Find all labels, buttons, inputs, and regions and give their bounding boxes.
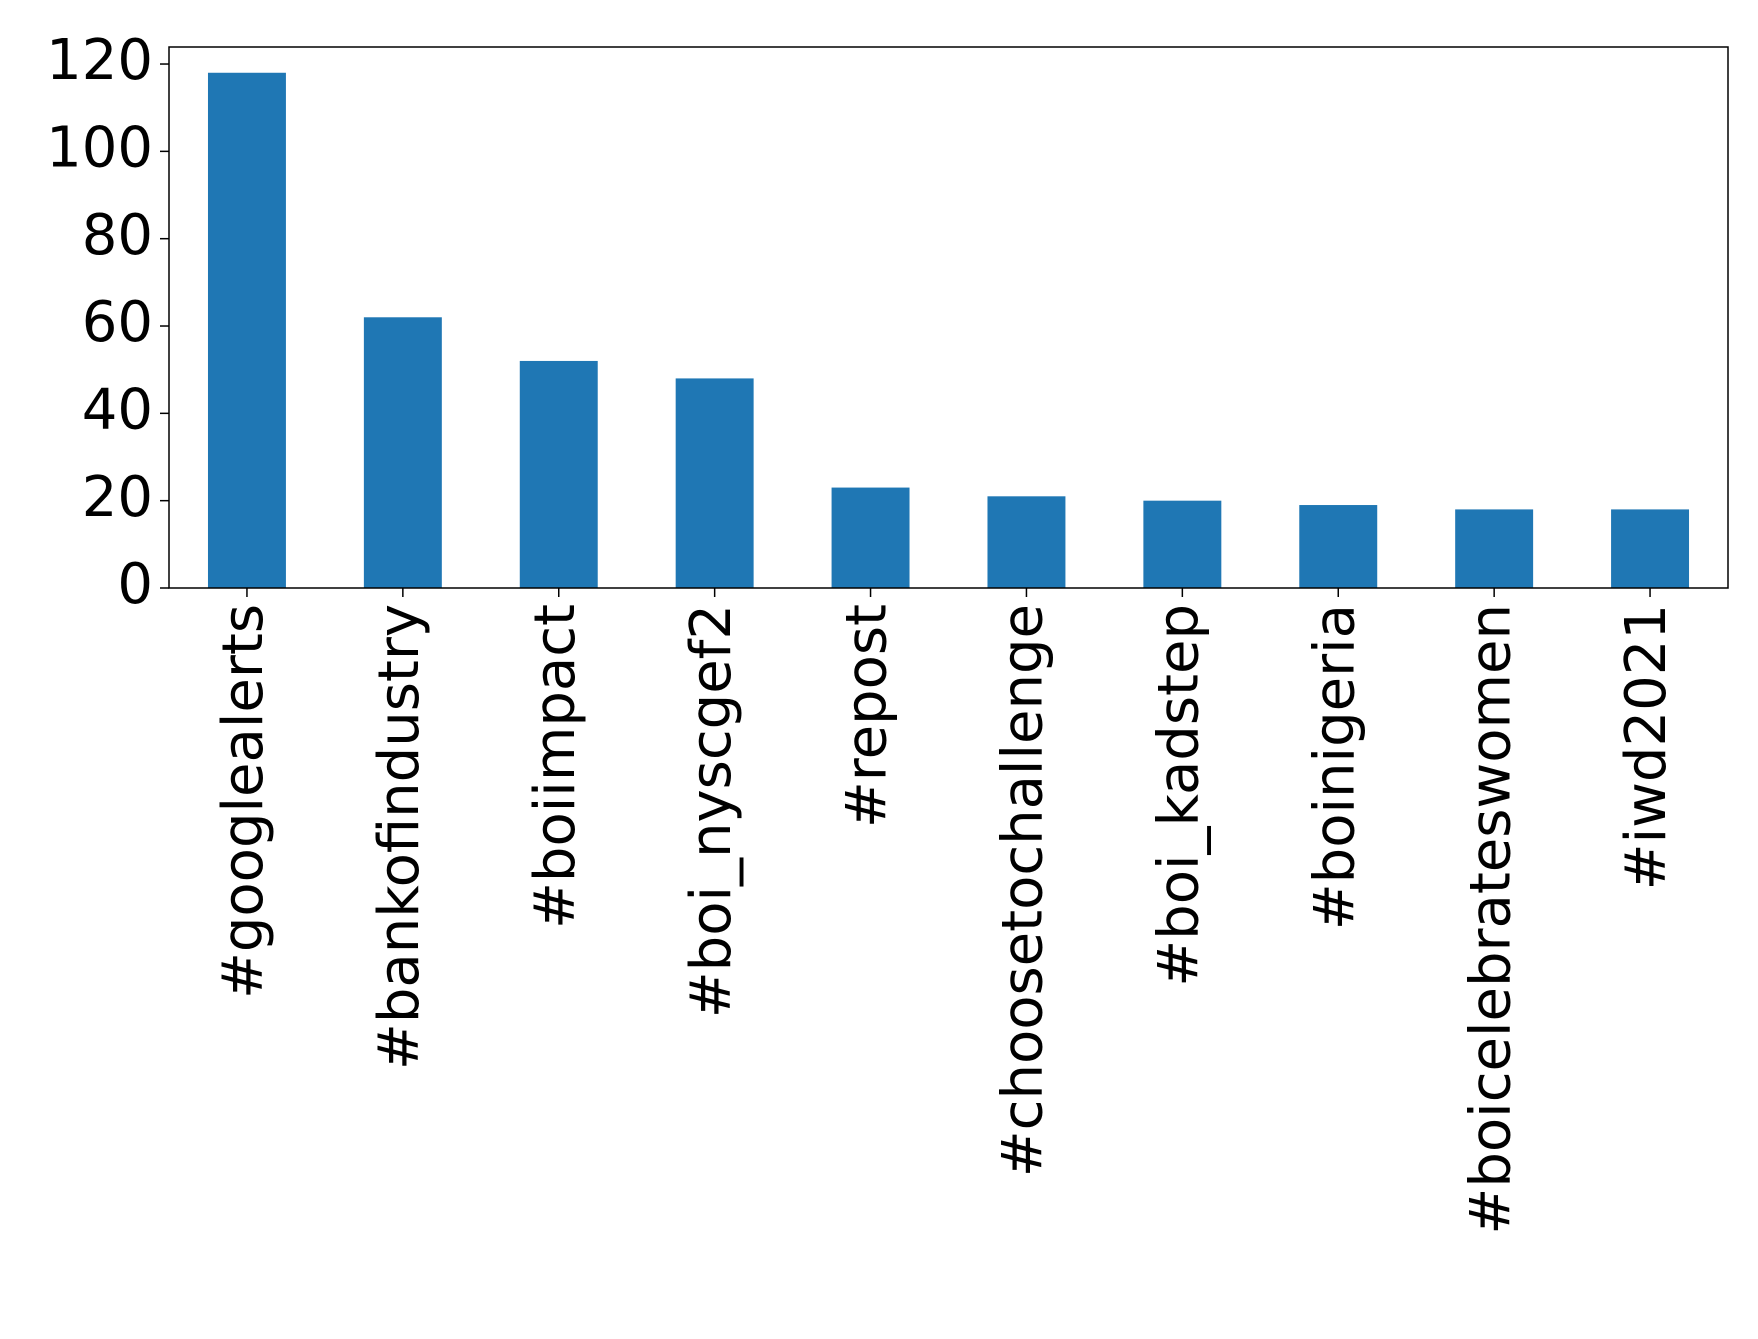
x-tick-label: #boiimpact [523, 604, 588, 929]
x-tick-label: #boi_nyscgef2 [679, 604, 744, 1018]
x-tick-label: #bankofindustry [367, 604, 432, 1070]
bar [831, 487, 910, 588]
bar [519, 360, 598, 588]
x-tick-label: #iwd2021 [1614, 604, 1679, 890]
x-tick-label: #boi_kadstep [1146, 604, 1211, 987]
bar [1455, 509, 1534, 588]
bar [675, 378, 754, 588]
y-tick-label: 120 [46, 28, 153, 93]
x-tick-label: #choosetochallenge [991, 604, 1056, 1177]
y-tick-label: 100 [46, 115, 153, 180]
bar [1299, 505, 1378, 588]
x-tick-label: #boinigeria [1302, 604, 1367, 930]
bar [1611, 509, 1690, 588]
y-tick-label: 40 [82, 377, 153, 442]
bar [1143, 500, 1222, 588]
y-tick-label: 60 [82, 290, 153, 355]
bar [207, 72, 286, 588]
x-tick-label: #boicelebrateswomen [1458, 604, 1523, 1235]
bar [987, 496, 1066, 588]
y-tick-label: 80 [82, 203, 153, 268]
y-tick-label: 20 [82, 465, 153, 530]
x-tick-label: #repost [835, 604, 900, 828]
y-tick-label: 0 [117, 552, 153, 617]
plot-frame [168, 46, 1729, 589]
x-tick-label: #googlealerts [211, 604, 276, 999]
bar [363, 317, 442, 588]
